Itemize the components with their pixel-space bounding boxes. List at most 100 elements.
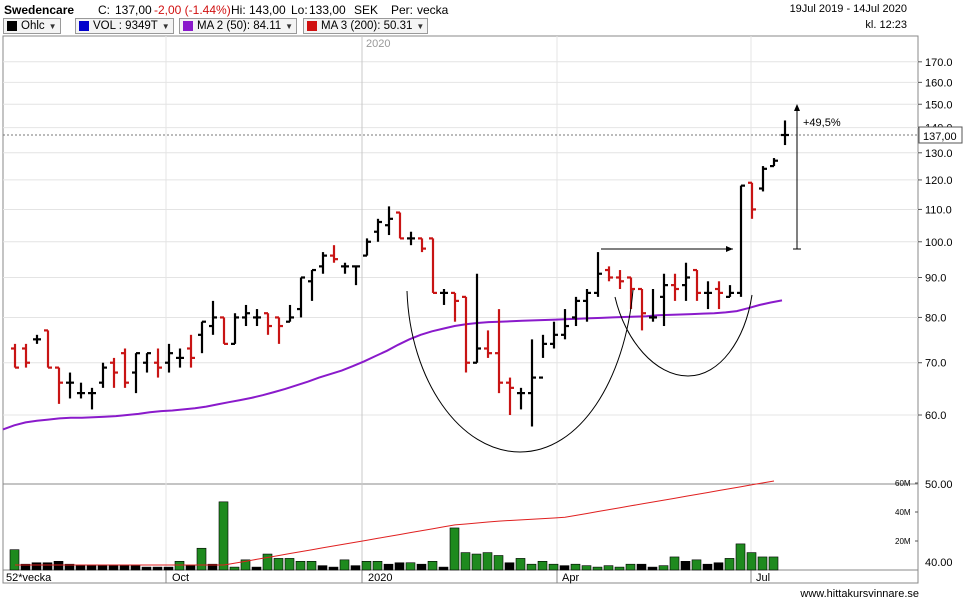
- volume-bar: [317, 565, 328, 571]
- ohlc-bar: [528, 339, 536, 427]
- y-tick-label: 120.0: [925, 175, 953, 187]
- ohlc-bar: [264, 312, 272, 335]
- ma200-line: [15, 480, 775, 566]
- volume-bar: [9, 549, 20, 571]
- volume-bar: [746, 552, 757, 571]
- ohlc-bar: [484, 330, 492, 358]
- volume-bar: [174, 560, 185, 571]
- volume-bar: [141, 566, 152, 571]
- volume-bar: [295, 560, 306, 571]
- ohlc-bar: [473, 273, 481, 364]
- volume-bar: [724, 558, 735, 571]
- y-tick-label: 130.0: [925, 148, 953, 160]
- volume-bar: [240, 559, 251, 571]
- ohlc-bar: [638, 287, 646, 331]
- volume-bar: [647, 566, 658, 571]
- ohlc-bar: [176, 348, 184, 368]
- ohlc-bar: [693, 268, 701, 301]
- volume-bar: [449, 527, 460, 571]
- ohlc-bar: [605, 266, 613, 282]
- ohlc-bar: [594, 252, 602, 297]
- volume-bar: [702, 563, 713, 571]
- last-price-label: 137,00: [923, 131, 957, 143]
- ohlc-bar: [77, 382, 85, 399]
- y-tick-label: 50.00: [925, 479, 953, 491]
- volume-bar: [86, 565, 97, 571]
- volume-bar: [284, 558, 295, 571]
- ohlc-bar: [451, 291, 459, 322]
- ohlc-bar: [407, 231, 415, 246]
- ohlc-bar: [737, 184, 745, 297]
- y-tick-label: 70.0: [925, 358, 946, 370]
- legend-volume[interactable]: VOL : 9349T ▼: [75, 18, 174, 34]
- volume-bar: [471, 553, 482, 571]
- ohlc-bar: [110, 357, 118, 388]
- last-price-box: [918, 126, 963, 144]
- gain-annotation: +49,5%: [803, 117, 841, 129]
- volume-bar: [394, 562, 405, 571]
- volume-bar: [691, 559, 702, 571]
- volume-bar: [64, 563, 75, 571]
- cup-curve: [406, 289, 634, 453]
- legend-ohlc[interactable]: Ohlc ▼: [3, 18, 61, 34]
- y-tick-label: 160.0: [925, 77, 953, 89]
- volume-bar: [768, 556, 779, 571]
- volume-bar: [328, 566, 339, 571]
- volume-bar: [526, 563, 537, 571]
- ohlc-bar: [726, 285, 734, 298]
- stock-name: Swedencare: [4, 3, 75, 17]
- volume-bar: [416, 563, 427, 571]
- ohlc-bar: [748, 181, 756, 219]
- ohlc-bar: [660, 273, 668, 327]
- volume-bar: [427, 560, 438, 571]
- x-tick-label: Oct: [172, 572, 189, 584]
- year-label-top: 2020: [366, 38, 390, 50]
- volume-bar: [185, 565, 196, 571]
- period-value: vecka: [417, 3, 449, 17]
- y-tick-label: 90.0: [925, 272, 946, 284]
- close-label: C:: [98, 3, 110, 17]
- ohlc-bar: [88, 387, 96, 410]
- volume-color-swatch: [79, 21, 89, 31]
- volume-bar: [350, 565, 361, 571]
- legend-bar: Ohlc ▼ VOL : 9349T ▼ MA 2 (50): 84.11 ▼ …: [0, 17, 963, 34]
- volume-tick-label: 40M: [895, 508, 911, 517]
- ohlc-bar: [132, 352, 140, 394]
- volume-bar: [757, 556, 768, 571]
- ohlc-bar: [341, 262, 349, 274]
- volume-bar: [229, 566, 240, 571]
- footer-url[interactable]: www.hittakursvinnare.se: [800, 588, 919, 600]
- timestamp: kl. 12:23: [865, 19, 907, 31]
- ohlc-bar: [583, 288, 591, 322]
- volume-bar: [42, 562, 53, 571]
- ohlc-bar: [682, 262, 690, 301]
- ohlc-bar: [55, 366, 63, 404]
- ohlc-bar: [539, 334, 547, 379]
- ohlc-bar: [385, 206, 393, 236]
- volume-bar: [559, 565, 570, 571]
- ohlc-color-swatch: [7, 21, 17, 31]
- volume-tick-label: 20M: [895, 537, 911, 546]
- legend-ma50[interactable]: MA 2 (50): 84.11 ▼: [179, 18, 298, 34]
- ohlc-bar: [759, 166, 767, 192]
- handle-curve: [614, 294, 753, 377]
- volume-bar: [218, 501, 229, 571]
- legend-ma200[interactable]: MA 3 (200): 50.31 ▼: [303, 18, 429, 34]
- ohlc-bar: [297, 276, 305, 318]
- volume-bar: [636, 563, 647, 571]
- ohlc-bar: [671, 273, 679, 301]
- ohlc-bar: [187, 334, 195, 368]
- volume-bar: [548, 563, 559, 571]
- ohlc-bar: [495, 309, 503, 394]
- ohlc-bar: [572, 296, 580, 327]
- ohlc-bar: [363, 238, 371, 257]
- ohlc-bar: [22, 343, 30, 368]
- volume-bar: [53, 560, 64, 571]
- date-range: 19Jul 2019 - 14Jul 2020: [789, 3, 907, 15]
- ohlc-bar: [66, 372, 74, 399]
- ohlc-bar: [209, 300, 217, 335]
- ohlc-bar: [517, 387, 525, 410]
- ohlc-bar: [44, 329, 52, 369]
- y-tick-label: 100.0: [925, 237, 953, 249]
